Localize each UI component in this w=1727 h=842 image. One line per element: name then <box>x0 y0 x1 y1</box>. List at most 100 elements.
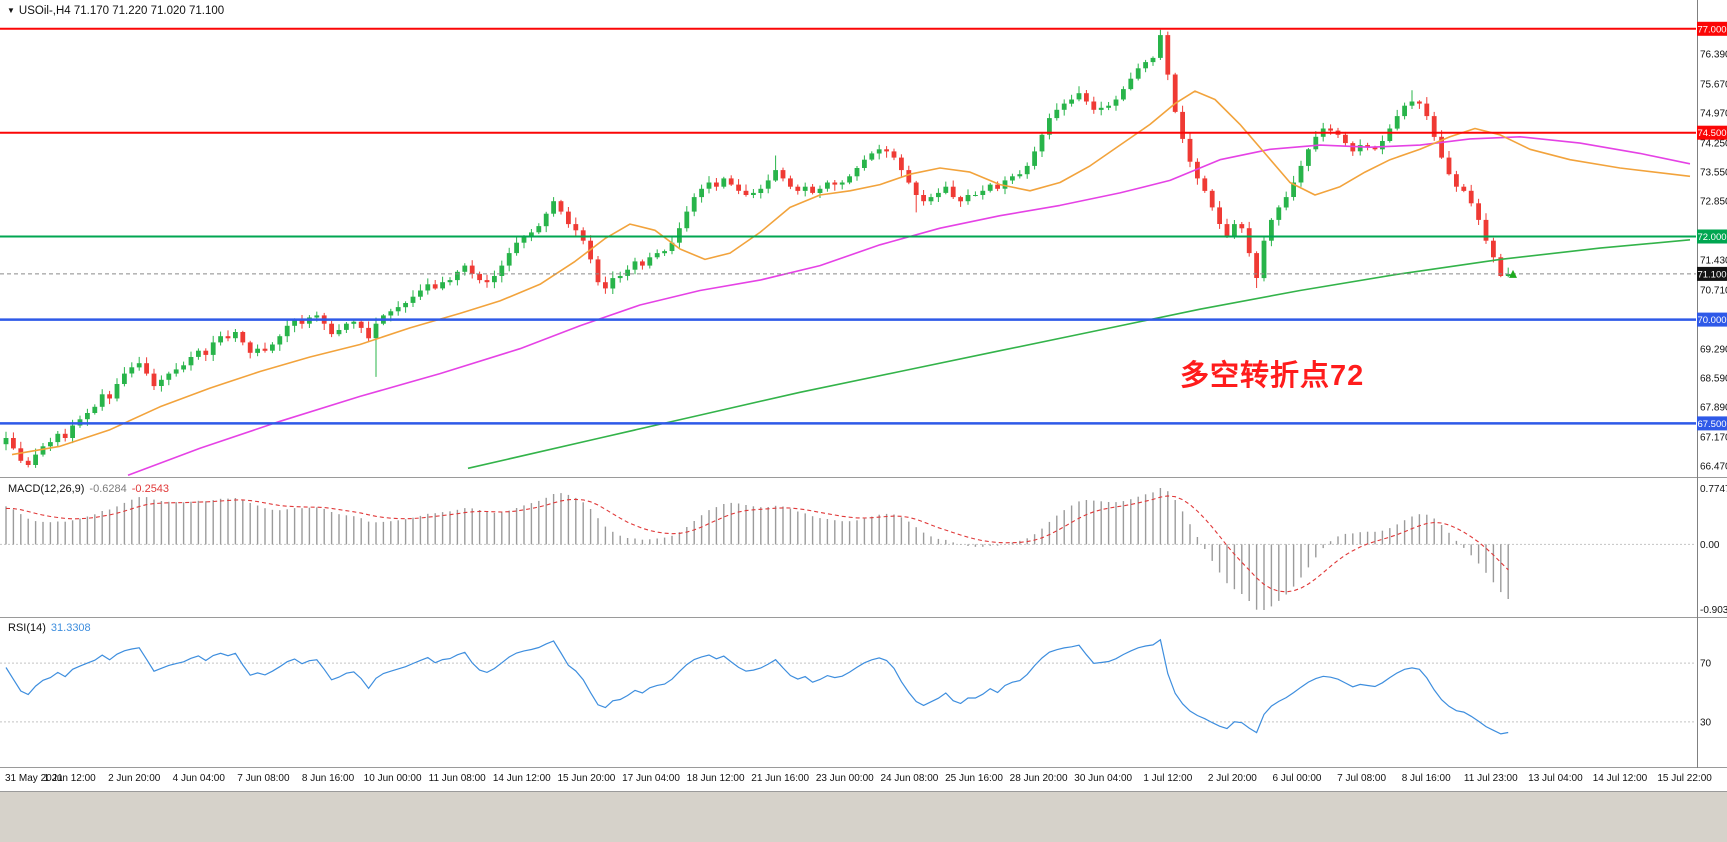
candle-body <box>1232 224 1237 237</box>
candle-body <box>654 253 660 258</box>
time-axis-label: 14 Jul 12:00 <box>1593 773 1648 784</box>
candle-body <box>1476 203 1481 220</box>
candle-body <box>403 303 408 308</box>
candle-body <box>33 454 38 465</box>
candle-body <box>1298 165 1304 183</box>
macd-main-value: -0.6284 <box>89 483 127 495</box>
price-badge[interactable]: 67.500 <box>1697 416 1727 431</box>
candle-body <box>1098 107 1104 110</box>
candle-body <box>558 201 564 212</box>
price-badge[interactable]: 77.000 <box>1697 21 1727 36</box>
candle-body <box>543 213 549 227</box>
price-badge[interactable]: 70.000 <box>1697 312 1727 327</box>
candle-body <box>85 413 90 420</box>
candle-body <box>1424 103 1430 117</box>
candle-body <box>928 197 934 202</box>
candle-body <box>1039 134 1045 152</box>
macd-histogram <box>5 488 1509 610</box>
time-axis-label: 7 Jul 08:00 <box>1337 773 1386 784</box>
candle-body <box>832 182 838 185</box>
time-axis-label: 1 Jun 12:00 <box>43 773 96 784</box>
candle-body <box>1202 178 1208 191</box>
candle-body <box>721 178 727 187</box>
candle-body <box>151 373 157 387</box>
macd-tick-label: 0.00 <box>1700 540 1720 551</box>
candle-body <box>706 182 712 189</box>
candle-body <box>1069 99 1074 104</box>
rsi-tick-label: 30 <box>1700 717 1712 728</box>
svg-text:70.000: 70.000 <box>1697 315 1726 326</box>
candle-body <box>1076 93 1082 100</box>
time-axis-label: 23 Jun 00:00 <box>816 773 874 784</box>
candle-body <box>129 367 135 374</box>
candle-body <box>114 384 120 399</box>
price-badge[interactable]: 71.100 <box>1697 266 1727 281</box>
candle-body <box>136 363 142 368</box>
svg-text:71.100: 71.100 <box>1697 269 1726 280</box>
candle-body <box>610 278 616 289</box>
candle-body <box>462 265 468 272</box>
candle-body <box>425 284 431 291</box>
annotation-text[interactable]: 多空转折点72 <box>1180 360 1365 392</box>
candle-body <box>625 269 630 276</box>
candle-body <box>18 448 24 461</box>
candle-body <box>270 344 275 351</box>
candle-body <box>336 330 342 335</box>
candle-body <box>203 350 209 355</box>
candle-body <box>477 273 482 281</box>
time-axis-label: 31 May 2021 <box>5 773 63 784</box>
time-axis-label: 8 Jun 16:00 <box>302 773 355 784</box>
candle-body <box>632 261 638 270</box>
candle-body <box>1047 118 1052 135</box>
candle-body <box>181 365 186 370</box>
candle-body <box>913 182 919 195</box>
price-badge[interactable]: 72.000 <box>1697 229 1727 244</box>
candle-body <box>1246 228 1252 254</box>
price-tick-label: 69.290 <box>1700 345 1727 356</box>
candle-body <box>891 151 897 158</box>
candles-layer <box>3 29 1511 468</box>
candle-body <box>1239 224 1245 229</box>
candle-body <box>921 195 926 202</box>
candle-body <box>854 168 860 177</box>
time-axis-label: 30 Jun 04:00 <box>1074 773 1132 784</box>
candle-body <box>795 186 801 191</box>
candle-body <box>521 236 527 243</box>
macd-name: MACD(12,26,9) <box>8 483 85 495</box>
candle-body <box>1402 105 1407 117</box>
candle-body <box>1291 182 1296 197</box>
candle-body <box>1431 116 1437 137</box>
candle-body <box>773 170 778 181</box>
candle-body <box>965 195 971 202</box>
candle-body <box>40 446 46 455</box>
candle-body <box>810 186 815 193</box>
time-axis-label: 14 Jun 12:00 <box>493 773 551 784</box>
candle-body <box>218 336 223 343</box>
candle-body <box>1150 57 1156 63</box>
candle-body <box>1106 105 1111 108</box>
svg-text:77.000: 77.000 <box>1697 24 1726 35</box>
candle-body <box>936 192 941 198</box>
candle-body <box>455 271 460 281</box>
candle-body <box>758 188 764 193</box>
ma-fast-line <box>11 90 1691 456</box>
candle-body <box>802 186 808 191</box>
candle-body <box>492 276 497 283</box>
time-axis-label: 11 Jun 08:00 <box>429 773 487 784</box>
candle-body <box>55 433 61 443</box>
candle-body <box>166 373 172 380</box>
chart-canvas[interactable]: 76.390 75.670 74.970 74.250 73.550 72.850 71.4… <box>0 0 1727 791</box>
candle-body <box>99 394 105 407</box>
candle-body <box>987 184 993 191</box>
candle-body <box>247 342 253 353</box>
time-axis-label: 2 Jul 20:00 <box>1208 773 1257 784</box>
price-badge[interactable]: 74.500 <box>1697 125 1727 140</box>
candle-body <box>1209 190 1215 208</box>
candle-body <box>603 282 608 289</box>
symbol-dropdown-icon[interactable]: ▼ <box>7 6 15 15</box>
candle-body <box>1357 145 1363 152</box>
rsi-line <box>5 638 1509 735</box>
candle-body <box>684 211 690 229</box>
candle-body <box>1165 35 1171 75</box>
